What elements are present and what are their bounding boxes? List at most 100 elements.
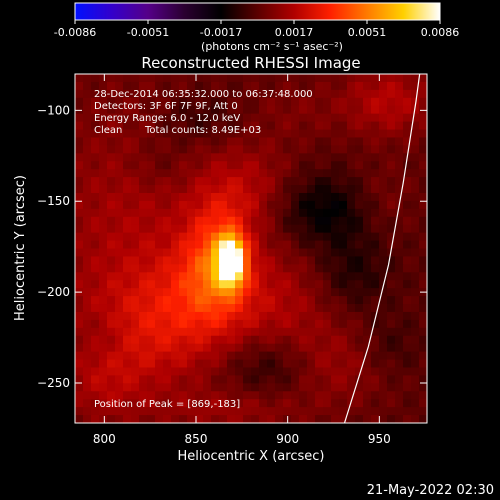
heatmap-cell <box>315 161 324 170</box>
heatmap-cell <box>395 232 404 242</box>
heatmap-cell <box>91 240 100 250</box>
heatmap-cell <box>187 89 196 99</box>
heatmap-cell <box>171 304 180 313</box>
heatmap-cell <box>395 74 404 83</box>
heatmap-cell <box>291 319 300 329</box>
heatmap-cell <box>395 89 404 99</box>
heatmap-cell <box>267 375 276 384</box>
heatmap-cell <box>395 256 404 265</box>
heatmap-cell <box>155 264 164 273</box>
heatmap-cell <box>203 89 212 99</box>
heatmap-cell <box>139 319 148 329</box>
heatmap-cell <box>219 383 228 392</box>
heatmap-cell <box>307 272 316 281</box>
heatmap-cell <box>123 208 132 218</box>
heatmap-cell <box>419 145 427 154</box>
heatmap-cell <box>179 74 188 83</box>
heatmap-cell <box>187 113 196 123</box>
heatmap-cell <box>75 169 84 178</box>
heatmap-cell <box>339 121 348 131</box>
heatmap-cell <box>243 304 252 313</box>
heatmap-cell <box>283 169 292 178</box>
heatmap-cell <box>275 280 284 289</box>
heatmap-cell <box>147 415 156 423</box>
heatmap-cell <box>131 153 140 162</box>
heatmap-cell <box>99 375 108 384</box>
heatmap-cell <box>403 391 412 400</box>
heatmap-cell <box>147 192 156 202</box>
heatmap-cell <box>179 137 188 146</box>
heatmap-cell <box>355 121 364 131</box>
heatmap-cell <box>251 311 260 321</box>
heatmap-cell <box>363 415 372 423</box>
heatmap-cell <box>147 177 156 186</box>
heatmap-cell <box>299 74 308 83</box>
heatmap-cell <box>75 240 84 250</box>
heatmap-cell <box>107 97 116 107</box>
heatmap-cell <box>323 264 332 273</box>
heatmap-cell <box>395 391 404 400</box>
heatmap-cell <box>139 288 148 297</box>
heatmap-cell <box>91 391 100 400</box>
heatmap-cell <box>211 169 220 178</box>
heatmap-cell <box>363 161 372 170</box>
heatmap-cell <box>75 272 84 281</box>
heatmap-cell <box>307 343 316 353</box>
heatmap-cell <box>219 280 228 289</box>
heatmap-cell <box>283 375 292 384</box>
heatmap-cell <box>195 113 204 123</box>
heatmap-cell <box>243 367 252 377</box>
heatmap-cell <box>251 415 260 423</box>
heatmap-cell <box>139 272 148 281</box>
heatmap-cell <box>395 185 404 194</box>
heatmap-cell <box>219 161 228 170</box>
heatmap-cell <box>419 89 427 99</box>
heatmap-cell <box>275 113 284 123</box>
heatmap-cell <box>323 415 332 423</box>
heatmap-cell <box>259 129 268 139</box>
heatmap-cell <box>291 407 300 416</box>
heatmap-cell <box>331 224 340 234</box>
heatmap-cell <box>395 113 404 123</box>
heatmap-cell <box>267 208 276 218</box>
heatmap-cell <box>131 208 140 218</box>
heatmap-cell <box>347 335 356 345</box>
heatmap-cell <box>155 327 164 337</box>
heatmap-cell <box>75 74 84 83</box>
heatmap-cell <box>299 129 308 139</box>
heatmap-cell <box>131 304 140 313</box>
heatmap-cell <box>379 97 388 107</box>
heatmap-cell <box>275 359 284 369</box>
colorbar-tick-label: 0.0051 <box>348 26 387 39</box>
heatmap-cell <box>307 97 316 107</box>
heatmap-cell <box>259 359 268 369</box>
heatmap-cell <box>315 200 324 210</box>
heatmap-cell <box>419 304 427 313</box>
heatmap-cell <box>219 359 228 369</box>
heatmap-cell <box>203 97 212 107</box>
heatmap-cell <box>203 232 212 242</box>
heatmap-cell <box>371 81 380 91</box>
heatmap-cell <box>179 375 188 384</box>
heatmap-cell <box>83 240 92 250</box>
heatmap-cell <box>187 240 196 250</box>
heatmap-cell <box>187 208 196 218</box>
heatmap-cell <box>283 200 292 210</box>
heatmap-cell <box>403 161 412 170</box>
heatmap-cell <box>259 74 268 83</box>
heatmap-cell <box>107 335 116 345</box>
heatmap-cell <box>259 343 268 353</box>
heatmap-cell <box>299 185 308 194</box>
heatmap-cell <box>171 97 180 107</box>
heatmap-cell <box>307 240 316 250</box>
heatmap-cell <box>347 367 356 377</box>
heatmap-cell <box>323 351 332 361</box>
heatmap-cell <box>283 81 292 91</box>
heatmap-cell <box>355 319 364 329</box>
heatmap-cell <box>99 319 108 329</box>
heatmap-cell <box>75 192 84 202</box>
heatmap-cell <box>123 415 132 423</box>
heatmap-cell <box>291 367 300 377</box>
heatmap-cell <box>419 367 427 377</box>
heatmap-cell <box>371 319 380 329</box>
